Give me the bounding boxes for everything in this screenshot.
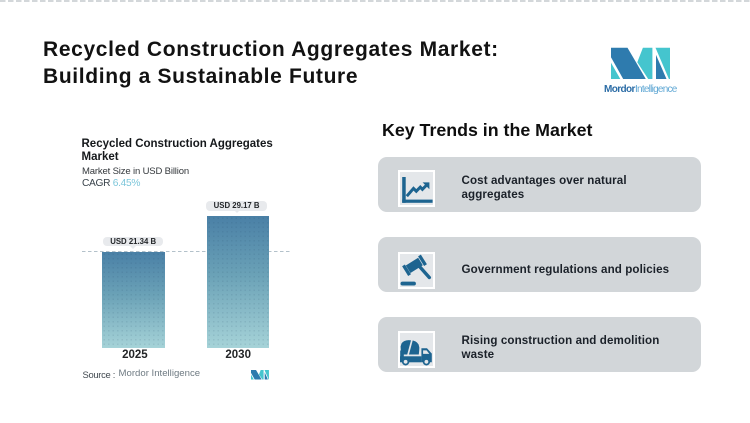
svg-text:Mordor: Mordor [604,84,636,95]
svg-text:Intelligence: Intelligence [635,84,678,95]
